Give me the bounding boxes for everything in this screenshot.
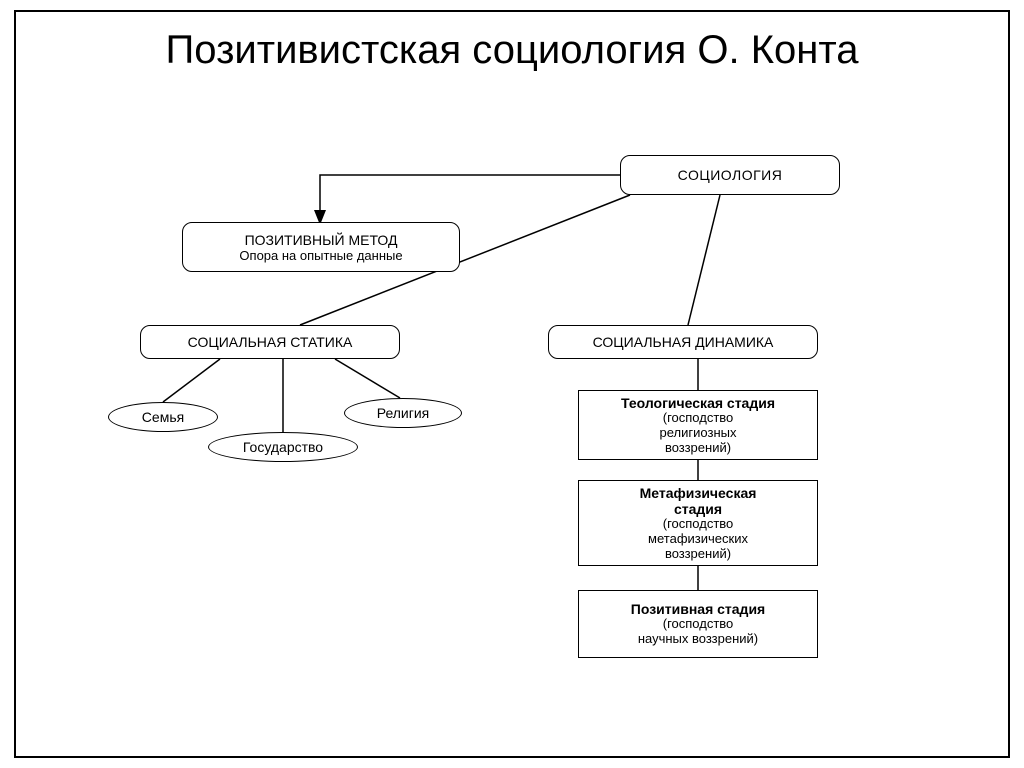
node-stage3: Позитивная стадия (господство научных во… xyxy=(578,590,818,658)
stage-sub: научных воззрений) xyxy=(638,632,758,647)
node-dynamics: СОЦИАЛЬНАЯ ДИНАМИКА xyxy=(548,325,818,359)
node-family: Семья xyxy=(108,402,218,432)
node-state: Государство xyxy=(208,432,358,462)
node-label-line1: ПОЗИТИВНЫЙ МЕТОД xyxy=(245,232,398,248)
stage-sub: (господство xyxy=(663,517,734,532)
stage-sub: (господство xyxy=(663,617,734,632)
node-stage1: Теологическая стадия (господство религио… xyxy=(578,390,818,460)
node-label: СОЦИАЛЬНАЯ ДИНАМИКА xyxy=(593,334,774,350)
node-statics: СОЦИАЛЬНАЯ СТАТИКА xyxy=(140,325,400,359)
node-label: Религия xyxy=(377,405,430,421)
node-stage2: Метафизическая стадия (господство метафи… xyxy=(578,480,818,566)
stage-sub: воззрений) xyxy=(665,441,731,456)
node-label: СОЦИАЛЬНАЯ СТАТИКА xyxy=(188,334,353,350)
stage-title: Теологическая стадия xyxy=(621,395,775,411)
node-method: ПОЗИТИВНЫЙ МЕТОД Опора на опытные данные xyxy=(182,222,460,272)
stage-title: Позитивная стадия xyxy=(631,601,765,617)
node-label: Семья xyxy=(142,409,184,425)
stage-title: стадия xyxy=(674,501,722,517)
outer-frame xyxy=(14,10,1010,758)
stage-title: Метафизическая xyxy=(640,485,757,501)
node-religion: Религия xyxy=(344,398,462,428)
node-sociology: СОЦИОЛОГИЯ xyxy=(620,155,840,195)
stage-sub: (господство xyxy=(663,411,734,426)
node-label: СОЦИОЛОГИЯ xyxy=(678,167,783,183)
stage-sub: воззрений) xyxy=(665,547,731,562)
node-label-line2: Опора на опытные данные xyxy=(239,248,402,263)
page-title: Позитивистская социология О. Конта xyxy=(0,28,1024,72)
node-label: Государство xyxy=(243,439,323,455)
stage-sub: религиозных xyxy=(660,426,737,441)
stage-sub: метафизических xyxy=(648,532,748,547)
